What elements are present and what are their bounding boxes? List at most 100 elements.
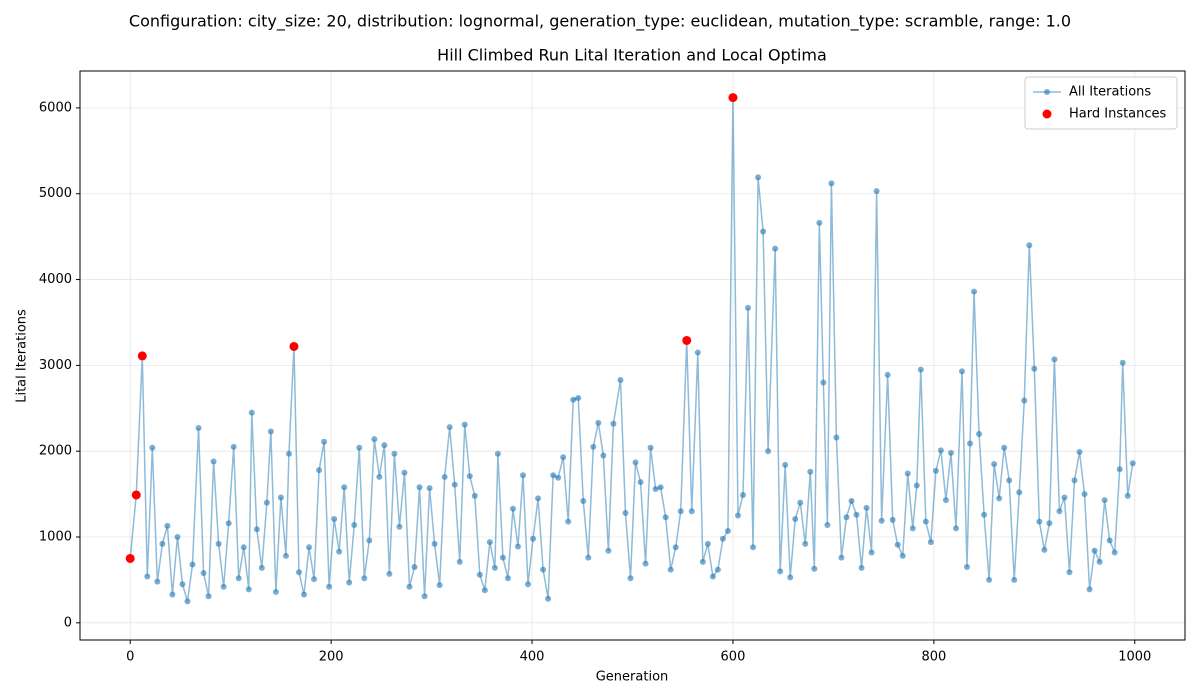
point — [927, 539, 934, 546]
point — [709, 573, 716, 580]
y-tick-label: 3000 — [39, 358, 72, 373]
point — [824, 521, 831, 528]
point — [174, 534, 181, 541]
point — [381, 442, 388, 449]
point — [745, 304, 752, 311]
point — [947, 449, 954, 456]
point — [184, 598, 191, 605]
point — [386, 570, 393, 577]
point — [828, 180, 835, 187]
point — [724, 528, 731, 535]
point — [802, 540, 809, 547]
point — [263, 499, 270, 506]
point — [667, 566, 674, 573]
x-tick-label: 400 — [520, 650, 545, 665]
point — [913, 482, 920, 489]
point — [341, 484, 348, 491]
point — [942, 497, 949, 504]
y-tick-label: 0 — [64, 615, 72, 630]
point — [205, 593, 212, 600]
point — [657, 484, 664, 491]
point — [486, 539, 493, 546]
point — [878, 517, 885, 524]
point — [1129, 460, 1136, 467]
point — [838, 554, 845, 561]
point — [585, 554, 592, 561]
point — [909, 525, 916, 532]
plot-frame — [79, 70, 1186, 641]
point — [311, 576, 318, 583]
point — [1036, 518, 1043, 525]
point — [1001, 444, 1008, 451]
point — [545, 595, 552, 602]
point — [565, 518, 572, 525]
point — [1086, 586, 1093, 593]
point — [509, 505, 516, 512]
point — [245, 586, 252, 593]
point — [672, 544, 679, 551]
point — [461, 421, 468, 428]
point — [331, 515, 338, 522]
point — [1006, 477, 1013, 484]
point — [514, 543, 521, 550]
point — [986, 576, 993, 583]
point — [863, 504, 870, 511]
point — [981, 511, 988, 518]
hard-point — [682, 335, 692, 345]
point — [159, 540, 166, 547]
point — [1051, 356, 1058, 363]
point — [734, 512, 741, 519]
point — [436, 582, 443, 589]
point — [235, 575, 242, 582]
x-tick-label: 800 — [921, 650, 946, 665]
x-tick-label: 0 — [126, 650, 134, 665]
point — [1011, 576, 1018, 583]
point — [285, 450, 292, 457]
point — [922, 518, 929, 525]
point — [371, 436, 378, 443]
legend-label: Hard Instances — [1069, 107, 1167, 122]
point — [406, 583, 413, 590]
point — [306, 544, 313, 551]
point — [1119, 359, 1126, 366]
x-tick-label: 1000 — [1118, 650, 1151, 665]
point — [1124, 492, 1131, 499]
point — [494, 450, 501, 457]
point — [610, 420, 617, 427]
point — [481, 587, 488, 594]
point — [843, 514, 850, 521]
point — [550, 472, 557, 479]
point — [555, 474, 562, 481]
point — [1031, 365, 1038, 372]
point — [416, 484, 423, 491]
point — [1071, 477, 1078, 484]
point — [627, 575, 634, 582]
point — [765, 448, 772, 455]
y-tick-label: 5000 — [39, 186, 72, 201]
point — [164, 522, 171, 529]
point — [600, 452, 607, 459]
series-line — [129, 97, 1134, 602]
point — [595, 419, 602, 426]
legend-box — [1024, 76, 1178, 130]
point — [431, 540, 438, 547]
point — [964, 564, 971, 571]
point — [820, 379, 827, 386]
point — [499, 554, 506, 561]
point — [321, 438, 328, 445]
y-tick-label: 6000 — [39, 100, 72, 115]
point — [446, 424, 453, 431]
point — [169, 591, 176, 598]
point — [632, 459, 639, 466]
point — [976, 431, 983, 438]
point — [346, 579, 353, 586]
point — [1056, 508, 1063, 515]
y-tick-label: 4000 — [39, 272, 72, 287]
point — [1026, 242, 1033, 249]
x-tick-label: 200 — [319, 650, 344, 665]
point — [570, 396, 577, 403]
point — [200, 570, 207, 577]
point — [590, 443, 597, 450]
point — [797, 499, 804, 506]
